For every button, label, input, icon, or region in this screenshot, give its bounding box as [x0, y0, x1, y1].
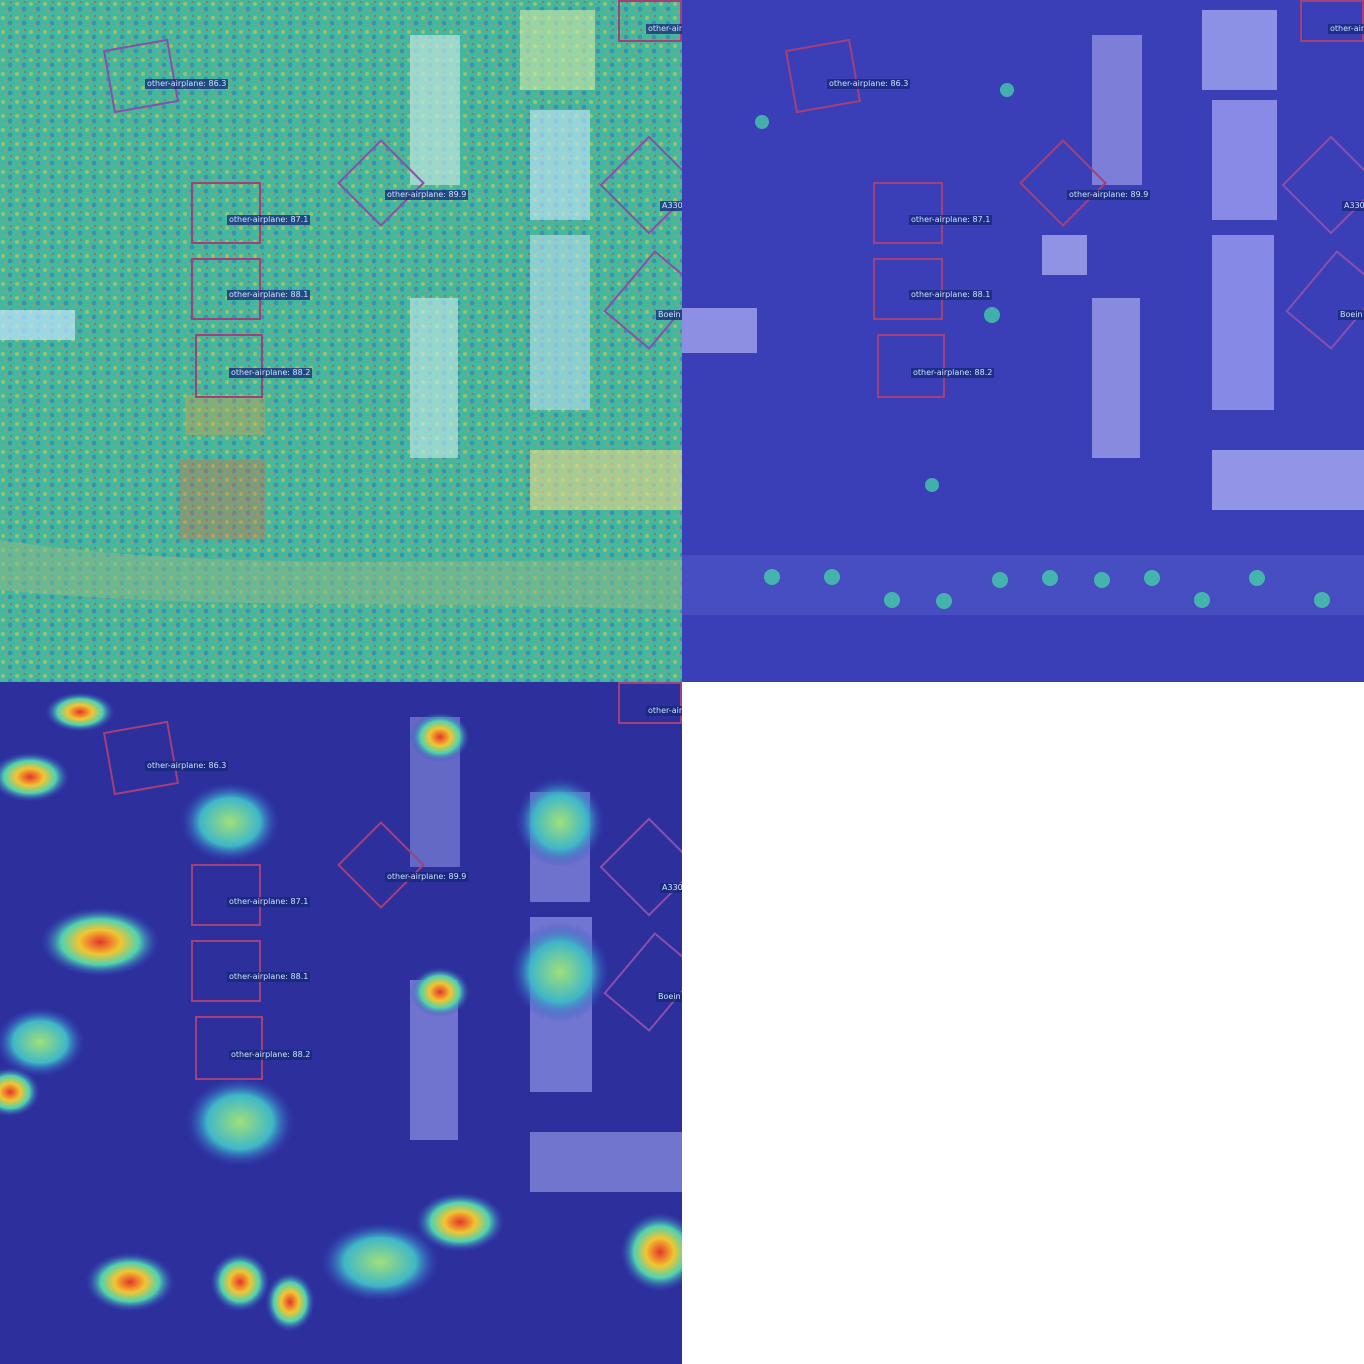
detection-label: other-airplane: 89.9	[385, 190, 468, 200]
detection-label: other-airplane: 88.1	[227, 972, 310, 982]
detection-box	[618, 682, 682, 724]
detection-box	[337, 139, 425, 227]
detection-box	[618, 0, 682, 42]
detection-box	[877, 334, 945, 398]
detection-box	[191, 864, 261, 926]
detection-label: other-airplane: 87.1	[909, 215, 992, 225]
detection-label: other-airplane: 87.1	[227, 897, 310, 907]
detection-box	[603, 250, 682, 350]
detection-label: Boein	[656, 310, 682, 320]
detection-label: Boein	[1338, 310, 1364, 320]
detection-label: other-airplane: 89.9	[1067, 190, 1150, 200]
detection-box	[1019, 139, 1107, 227]
detection-label: other-air	[646, 706, 682, 716]
detection-label: other-airplane: 86.3	[827, 79, 910, 89]
detection-box	[191, 258, 261, 320]
detection-box	[873, 258, 943, 320]
detection-label: other-airplane: 86.3	[145, 761, 228, 771]
detection-box	[873, 182, 943, 244]
heatmap-panel-coarse: other-airplane: 86.3 other-airplane: 89.…	[0, 682, 682, 1364]
detections-overlay: other-airplane: 86.3 other-airplane: 89.…	[0, 0, 682, 682]
detection-label: other-airplane: 88.2	[229, 368, 312, 378]
detection-label: other-air	[646, 24, 682, 34]
detection-label: other-airplane: 88.1	[227, 290, 310, 300]
detection-box	[191, 182, 261, 244]
detection-label: other-air	[1328, 24, 1364, 34]
detection-box	[603, 932, 682, 1032]
detection-label: other-airplane: 88.2	[229, 1050, 312, 1060]
detection-box	[195, 334, 263, 398]
heatmap-panel-sparse: other-airplane: 86.3 other-airplane: 89.…	[682, 0, 1364, 682]
heatmap-panel-fine: other-airplane: 86.3 other-airplane: 89.…	[0, 0, 682, 682]
detections-overlay: other-airplane: 86.3 other-airplane: 89.…	[682, 0, 1364, 682]
detection-box	[785, 39, 861, 113]
detection-box	[600, 818, 682, 917]
detection-label: other-airplane: 88.1	[909, 290, 992, 300]
detection-label: A330	[660, 201, 682, 211]
detection-box	[337, 821, 425, 909]
detection-label: A330	[660, 883, 682, 893]
detection-label: Boein	[656, 992, 682, 1002]
detection-box	[600, 136, 682, 235]
detection-box	[103, 721, 179, 795]
detection-box	[1300, 0, 1364, 42]
detection-label: other-airplane: 86.3	[145, 79, 228, 89]
empty-panel	[682, 682, 1364, 1364]
detection-label: A330	[1342, 201, 1364, 211]
detection-label: other-airplane: 88.2	[911, 368, 994, 378]
detection-label: other-airplane: 89.9	[385, 872, 468, 882]
detection-label: other-airplane: 87.1	[227, 215, 310, 225]
detection-box	[1282, 136, 1364, 235]
detection-box	[103, 39, 179, 113]
detections-overlay: other-airplane: 86.3 other-airplane: 89.…	[0, 682, 682, 1364]
detection-box	[195, 1016, 263, 1080]
detection-box	[1285, 250, 1364, 350]
detection-box	[191, 940, 261, 1002]
